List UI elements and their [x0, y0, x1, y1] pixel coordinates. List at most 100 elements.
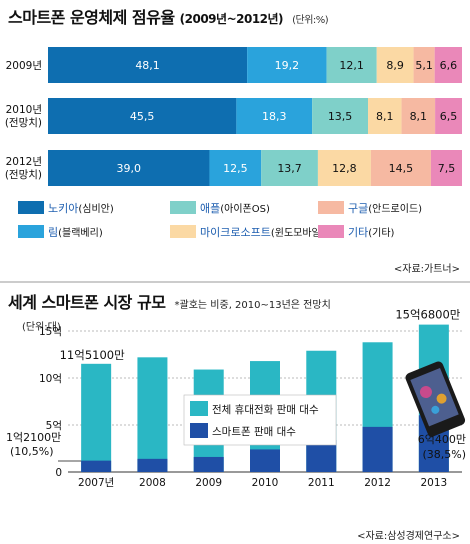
bar-segment-0-5: [434, 47, 462, 83]
legend-label-2: 애플(아이폰OS): [200, 202, 270, 215]
bar-segment-1-1: [236, 98, 313, 134]
x-tick-label: 2012: [364, 477, 391, 489]
row-label-2: 2012년 (전망치): [5, 156, 42, 181]
row-label-line: 2012년: [6, 156, 42, 168]
x-tick-label: 2007년: [78, 477, 114, 489]
bar-value-label: 8,1: [376, 110, 394, 123]
bar-segment-0-1: [247, 47, 327, 83]
legend-swatch-total: [190, 401, 208, 416]
os-share-panel: 스마트폰 운영체제 점유율 (2009년~2012년) (단위:%) 2009년…: [0, 4, 470, 283]
os-share-title: 스마트폰 운영체제 점유율 (2009년~2012년) (단위:%): [8, 4, 329, 28]
row-label-line: (전망치): [5, 169, 42, 181]
bar-smartphone-0: [81, 460, 112, 472]
legend-name: 노키아: [48, 202, 78, 215]
legend-label-4: 구글(안드로이드): [348, 202, 422, 215]
y-tick-label: 10억: [39, 373, 62, 385]
bar-value-label: 8,9: [386, 59, 404, 72]
bar-segment-0-3: [376, 47, 414, 83]
legend-swatch-0: [18, 201, 44, 214]
bar-total-1: [137, 357, 168, 472]
bar-segment-0-2: [326, 47, 377, 83]
y-tick-label: 15억: [39, 326, 62, 338]
x-tick-label: 2011: [308, 477, 335, 489]
os-share-source: <자료:가트너>: [393, 264, 460, 275]
bar-value-label: 48,1: [135, 59, 160, 72]
market-size-panel: 세계 스마트폰 시장 규모 *괄호는 비중, 2010~13년은 전망치 (단위…: [0, 283, 470, 544]
row-label-0: 2009년: [6, 60, 42, 72]
phone-app-icon: [419, 386, 432, 399]
bar-segment-0-0: [48, 47, 248, 83]
row-label-line: 2009년: [6, 60, 42, 72]
legend-name: 림: [48, 226, 58, 239]
row-label-1: 2010년 (전망치): [5, 104, 42, 129]
legend-label-5: 기타(기타): [348, 226, 395, 239]
x-tick-label: 2013: [420, 477, 447, 489]
annotation-2007-share: (10,5%): [10, 445, 54, 458]
annotation-2013-smart: 6억400만: [418, 433, 466, 446]
y-tick-label: 5억: [46, 420, 62, 432]
legend-box: [183, 394, 337, 446]
x-tick-label: 2010: [252, 477, 279, 489]
bar-segment-0-4: [413, 47, 435, 83]
bar-smartphone-4: [306, 440, 337, 472]
smartphone-illustration: [405, 361, 466, 437]
bar-value-label: 8,1: [410, 110, 428, 123]
bar-segment-1-2: [312, 98, 369, 134]
bar-smartphone-2: [193, 456, 224, 472]
os-share-title-main: 스마트폰 운영체제 점유율: [8, 8, 175, 27]
bar-segment-2-4: [370, 150, 431, 186]
bar-total-0: [81, 363, 112, 472]
legend-name: 마이크로소프트: [200, 226, 271, 239]
phone-app-icon: [431, 405, 440, 414]
bar-segment-1-0: [48, 98, 237, 134]
bar-value-label: 13,7: [277, 162, 302, 175]
bar-segment-2-3: [317, 150, 371, 186]
bar-value-label: 12,8: [332, 162, 357, 175]
bar-value-label: 5,1: [415, 59, 433, 72]
y-unit-label: (단위:대): [22, 320, 61, 333]
legend-sub: (윈도모바일): [271, 227, 325, 239]
legend-swatch-4: [318, 201, 344, 214]
bar-segment-1-3: [368, 98, 402, 134]
legend-swatch-smart: [190, 423, 208, 438]
bar-value-label: 18,3: [262, 110, 287, 123]
bar-segment-2-5: [430, 150, 462, 186]
phone-app-icon: [436, 393, 447, 404]
legend-sub: (아이폰OS): [220, 203, 270, 215]
bar-value-label: 45,5: [130, 110, 155, 123]
legend-sub: (블랙베리): [58, 227, 103, 239]
os-share-title-years: (2009년~2012년): [179, 12, 284, 26]
market-size-chart: (단위:대) 0 5억 10억 15억 2007년 2008 2009 2010 2011 2012…: [6, 308, 466, 489]
bar-segment-1-4: [401, 98, 436, 134]
bar-value-label: 6,5: [440, 110, 458, 123]
legend-name: 구글: [348, 202, 368, 215]
row-label-line: 2010년: [6, 104, 42, 116]
legend-sub: (심비안): [78, 203, 114, 215]
legend-sub: (안드로이드): [368, 203, 422, 215]
bar-value-label: 13,5: [328, 110, 353, 123]
market-size-source: <자료:삼성경제연구소>: [357, 531, 460, 542]
legend-label-0: 노키아(심비안): [48, 202, 114, 215]
bar-smartphone-3: [250, 449, 280, 472]
market-size-title: 세계 스마트폰 시장 규모 *괄호는 비중, 2010~13년은 전망치: [8, 289, 331, 313]
bar-segment-1-5: [435, 98, 462, 134]
bar-smartphone-1: [137, 458, 168, 472]
annotation-2007-smart: 1억2100만: [6, 431, 61, 444]
legend-name: 기타: [348, 226, 368, 239]
bar-segment-2-0: [48, 150, 210, 186]
bar-value-label: 7,5: [438, 162, 456, 175]
legend-name: 애플: [200, 202, 220, 215]
annotation-2013-total: 15억6800만: [395, 308, 460, 322]
bar-segment-2-2: [261, 150, 318, 186]
legend-sub: (기타): [368, 227, 394, 239]
annotation-2013-share: (38,5%): [422, 448, 466, 461]
bar-value-label: 39,0: [116, 162, 141, 175]
legend-swatch-3: [170, 225, 196, 238]
y-tick-label: 0: [55, 467, 62, 479]
phone-screen: [410, 368, 459, 427]
bar-segment-2-1: [209, 150, 262, 186]
market-size-note: *괄호는 비중, 2010~13년은 전망치: [174, 300, 331, 311]
legend-label-smart: 스마트폰 판매 대수: [212, 426, 296, 438]
